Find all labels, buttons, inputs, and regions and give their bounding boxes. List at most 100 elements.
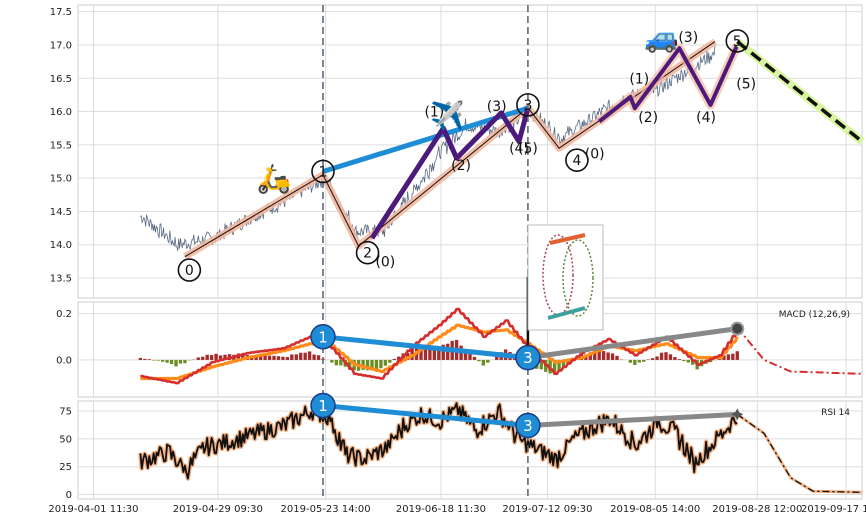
macd-histogram-bar: [388, 359, 392, 363]
macd-histogram-bar: [486, 359, 490, 363]
rsi-wave-marker: [310, 392, 336, 419]
price-y-tick-label: 15.5: [50, 140, 72, 151]
macd-histogram-bar: [593, 353, 597, 360]
wave-label-circle: [311, 159, 335, 184]
macd-histogram-bar: [147, 359, 151, 360]
wave-label-circle: [565, 148, 589, 172]
wave-label: (0): [375, 254, 395, 270]
wave-label: (2): [638, 110, 658, 126]
macd-histogram-bar: [156, 359, 160, 361]
wave-label: (3): [487, 99, 507, 115]
x-tick-label: 2019-09-17 10:00: [801, 504, 866, 515]
rollercoaster-car-icon: [547, 306, 586, 320]
minor-wave-line: [369, 107, 531, 240]
wave-label: 3: [523, 98, 532, 114]
macd-histogram-bar: [691, 359, 695, 365]
wave-label: (4): [509, 141, 529, 157]
macd-histogram-bar: [668, 354, 673, 360]
rsi-y-tick-label: 25: [59, 462, 72, 473]
wave-label: 1: [319, 164, 328, 180]
macd-histogram-bar: [637, 359, 641, 363]
forecast-line: [736, 40, 864, 143]
macd-histogram-bar: [557, 359, 561, 372]
wave-label-circle: [355, 240, 380, 265]
wave-label: 2: [363, 246, 372, 262]
macd-wave-marker-label: 3: [523, 349, 533, 367]
rollercoaster-car-icon: [549, 233, 586, 245]
macd-histogram-bar: [169, 359, 174, 364]
macd-histogram-bar: [677, 359, 682, 360]
macd-histogram-bar: [267, 355, 272, 360]
macd-histogram-bar: [365, 359, 370, 371]
price-y-tick-label: 13.5: [50, 274, 72, 285]
rollercoaster-loop-icon: [562, 239, 594, 317]
macd-gray-line: [527, 326, 738, 361]
macd-histogram-bar: [726, 354, 731, 360]
wave-label-circle: [177, 258, 202, 282]
macd-histogram-bar: [209, 355, 214, 360]
macd-histogram-bar: [610, 353, 615, 360]
rsi-wave-marker-label: 1: [318, 397, 328, 415]
macd-trend-line: [322, 334, 529, 361]
wave-label: 4: [572, 153, 581, 169]
macd-histogram-bar: [160, 359, 165, 362]
macd-histogram-bar: [241, 354, 245, 360]
macd-histogram-bar: [561, 359, 566, 367]
wave-label: 0: [185, 263, 194, 279]
macd-histogram-bar: [588, 352, 592, 360]
x-tick-label: 2019-08-05 14:00: [610, 504, 700, 515]
rsi-y-tick-label: 50: [59, 434, 72, 445]
x-tick-label: 2019-06-18 11:30: [396, 504, 486, 515]
price-y-tick-label: 17.0: [50, 40, 72, 51]
price-y-tick-label: 16.5: [50, 74, 72, 85]
rsi-gray-line: [527, 411, 738, 428]
rsi-y-tick-label: 0: [66, 490, 72, 501]
macd-histogram-bar: [334, 359, 339, 366]
macd-wave-marker: [515, 344, 541, 371]
macd-histogram-bar: [281, 356, 285, 360]
macd-histogram-bar: [708, 359, 713, 363]
macd-histogram-bar: [633, 359, 637, 365]
macd-histogram-bar: [437, 347, 441, 360]
macd-wave-marker: [310, 324, 336, 350]
macd-histogram-bar: [254, 355, 258, 360]
wave-label: (1): [424, 105, 444, 121]
macd-histogram-bar: [361, 359, 365, 370]
macd-histogram-bar: [682, 359, 686, 362]
car-icon: 🚙: [644, 21, 679, 54]
macd-histogram-bar: [258, 355, 263, 360]
macd-histogram-bar: [642, 359, 646, 362]
wave-label: 5: [733, 34, 742, 50]
scooter-icon: 🛵: [257, 162, 292, 195]
macd-histogram-bar: [178, 359, 183, 364]
macd-histogram-bar: [463, 349, 468, 360]
macd-histogram-bar: [339, 359, 343, 366]
macd-histogram-bar: [205, 354, 209, 360]
macd-histogram-bar: [606, 352, 610, 360]
macd-histogram-bar: [138, 357, 143, 360]
macd-histogram-bar: [655, 356, 659, 360]
macd-line: [140, 307, 739, 385]
macd-histogram-bar: [285, 357, 290, 360]
macd-histogram-bar: [272, 355, 276, 360]
macd-histogram-bar: [673, 357, 677, 360]
macd-histogram-bar: [735, 351, 739, 360]
macd-histogram-bar: [223, 354, 227, 360]
x-tick-label: 2019-04-29 09:30: [173, 504, 263, 515]
macd-y-tick-label: 0.0: [56, 355, 72, 366]
macd-histogram-bar: [659, 352, 664, 360]
macd-histogram-bar: [419, 348, 423, 360]
macd-histogram-bar: [374, 359, 379, 370]
macd-histogram-bar: [174, 359, 178, 367]
rsi-panel-label: RSI 14: [821, 408, 850, 418]
wave-label: (3): [678, 30, 698, 46]
price-y-tick-label: 15.0: [50, 174, 72, 185]
macd-wave-marker-label: 1: [318, 328, 328, 346]
wave-label: (0): [585, 146, 605, 162]
macd-histogram-bar: [539, 359, 543, 370]
macd-histogram-bar: [312, 354, 316, 360]
macd-histogram-bar: [686, 359, 690, 363]
macd-y-tick-label: 0.2: [56, 309, 72, 320]
macd-histogram-bar: [597, 351, 601, 360]
